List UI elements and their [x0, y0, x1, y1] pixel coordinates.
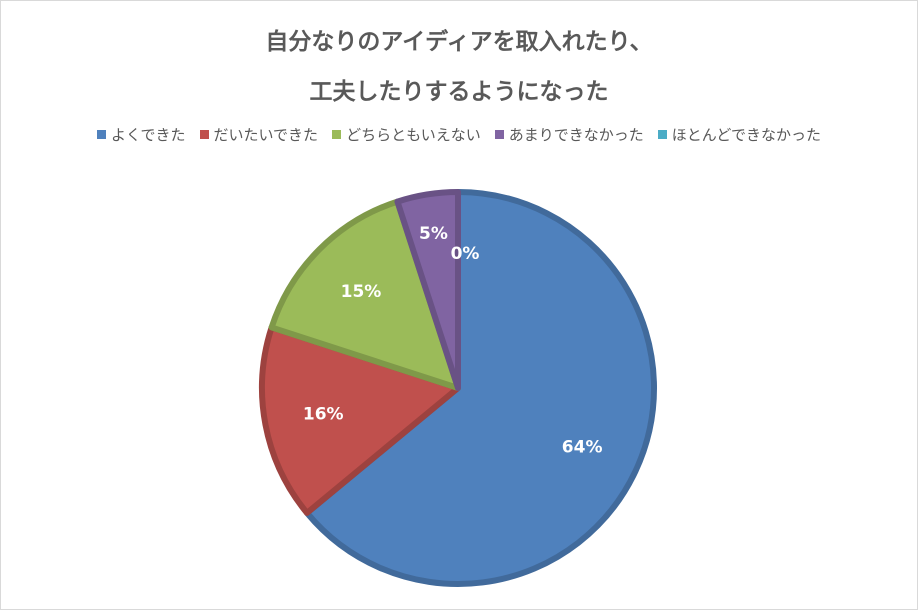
legend-label: ほとんどできなかった	[671, 126, 822, 144]
data-label-4: 0%	[451, 244, 480, 264]
legend-label: あまりできなかった	[508, 126, 644, 144]
legend-label: よくできた	[110, 126, 186, 144]
legend-label: どちらともいえない	[346, 126, 481, 144]
data-label-2: 15%	[341, 282, 382, 302]
data-label-1: 16%	[303, 405, 344, 425]
legend-swatch	[657, 130, 667, 139]
legend-swatch	[332, 130, 342, 139]
legend-item-dochira: どちらともいえない	[332, 124, 481, 145]
chart-title-line-1: 自分なりのアイディアを取入れたり、	[265, 29, 653, 55]
chart-title-line-2: 工夫したりするようになった	[309, 79, 609, 105]
legend-swatch	[96, 130, 106, 139]
data-label-0: 64%	[562, 437, 603, 457]
pie-slice-3	[394, 189, 461, 391]
data-label-3: 5%	[419, 224, 448, 244]
legend-item-yoku: よくできた	[96, 124, 186, 145]
legend-item-hotondo: ほとんどできなかった	[657, 124, 822, 145]
legend-swatch	[199, 130, 209, 139]
pie-slice-0	[303, 189, 657, 587]
chart-legend: よくできた だいたいできた どちらともいえない あまりできなかった ほとんどでき…	[0, 124, 918, 145]
legend-swatch	[494, 130, 504, 139]
legend-label: だいたいできた	[213, 126, 319, 144]
legend-item-amari: あまりできなかった	[494, 124, 644, 145]
legend-item-daitai: だいたいできた	[199, 124, 319, 145]
